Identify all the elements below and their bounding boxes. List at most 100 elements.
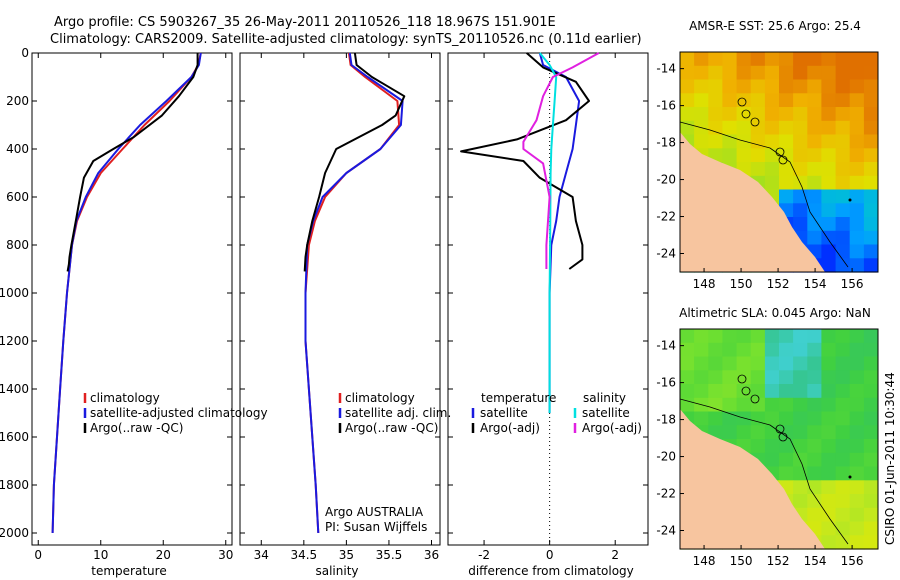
- map-y-tick-label: -16: [656, 99, 676, 113]
- map-cell: [722, 342, 737, 358]
- series-line-satellite-adjusted-climatology: [51, 52, 202, 534]
- map-cell: [863, 52, 879, 67]
- y-tick-label: 400: [6, 142, 29, 156]
- map-cell: [807, 79, 822, 94]
- map-cell: [750, 148, 766, 163]
- map-cell: [779, 411, 794, 426]
- map-cell: [863, 189, 879, 204]
- map-cell: [849, 452, 865, 468]
- map-cell: [835, 329, 851, 344]
- map-cell: [722, 120, 737, 136]
- map-cell: [807, 93, 822, 108]
- difference-plot: -2 0 2: [448, 52, 648, 562]
- map-reef-outline: [737, 374, 747, 384]
- map-cell: [764, 65, 780, 81]
- map-cell: [821, 203, 836, 218]
- map-cell: [708, 65, 723, 81]
- salinity-legend: climatology satellite adj. clim. Argo(..…: [325, 391, 451, 534]
- map-cell: [849, 134, 865, 149]
- map-cell: [835, 411, 851, 426]
- map-cell: [736, 370, 752, 385]
- map-cell: [835, 480, 851, 495]
- map-cell: [750, 439, 766, 454]
- y-tick-label: 1600: [0, 430, 29, 444]
- map-cell: [821, 466, 836, 481]
- map-cell: [849, 480, 865, 495]
- map-cell: [863, 203, 879, 218]
- map-cell: [807, 439, 822, 454]
- salinity-panel-frame: [239, 52, 441, 546]
- map-cell: [793, 203, 808, 218]
- map-cell: [835, 507, 851, 523]
- map-marker: [848, 198, 852, 202]
- map-cell: [793, 384, 808, 399]
- map-cell: [821, 439, 836, 454]
- map-cell: [750, 120, 766, 136]
- map-cell: [708, 79, 723, 94]
- y-tick-label: 1800: [0, 478, 29, 492]
- map-cell: [680, 397, 695, 413]
- map-cell: [835, 217, 851, 232]
- series-line-argo-raw-qc-: [66, 53, 199, 272]
- map-cell: [863, 521, 879, 536]
- map-cell: [680, 93, 695, 108]
- map-cell: [849, 342, 865, 358]
- map-cell: [779, 52, 794, 67]
- map-cell: [764, 175, 780, 191]
- map-cell: [680, 342, 695, 358]
- x-tick-label: 20: [156, 548, 171, 562]
- map-y-tick-label: -22: [656, 487, 676, 501]
- map-cell: [863, 120, 879, 136]
- map-cell: [708, 370, 723, 385]
- map-cell: [764, 342, 780, 358]
- map-cell: [863, 162, 879, 177]
- y-tick-label: 1000: [0, 286, 29, 300]
- map-cell: [863, 466, 879, 481]
- map-cell: [694, 93, 709, 108]
- y-tick-label: 800: [6, 238, 29, 252]
- map-cell: [835, 230, 851, 246]
- map-cell: [807, 384, 822, 399]
- x-tick-label: 35: [339, 548, 354, 562]
- map-cell: [807, 342, 822, 358]
- map-cell: [708, 397, 723, 413]
- map-cell: [835, 52, 851, 67]
- map-cell: [835, 535, 851, 550]
- map-cell: [694, 329, 709, 344]
- map-depth-contour: [679, 121, 849, 268]
- map-cell: [835, 439, 851, 454]
- map-cell: [863, 507, 879, 523]
- y-tick-label: 2000: [0, 526, 29, 540]
- map-cell: [835, 384, 851, 399]
- map-cell: [835, 466, 851, 481]
- map-cell: [793, 79, 808, 94]
- map-cell: [863, 397, 879, 413]
- map-cell: [807, 175, 822, 191]
- series-line-climatology: [304, 52, 401, 534]
- map-cell: [793, 342, 808, 358]
- map-cell: [779, 107, 794, 122]
- map-cell: [835, 342, 851, 358]
- x-tick-label: 0: [34, 548, 42, 562]
- map-sst-title: AMSR-E SST: 25.6 Argo: 25.4: [689, 19, 861, 33]
- map-cell: [849, 217, 865, 232]
- map-cell: [863, 230, 879, 246]
- map-cell: [764, 356, 780, 371]
- map-cell: [821, 370, 836, 385]
- map-cell: [849, 162, 865, 177]
- map-cell: [849, 107, 865, 122]
- map-cell: [779, 120, 794, 136]
- map-cell: [736, 107, 752, 122]
- map-cell: [821, 175, 836, 191]
- map-cell: [779, 370, 794, 385]
- map-x-tick-label: 152: [767, 554, 790, 568]
- map-cell: [793, 356, 808, 371]
- map-cell: [694, 134, 709, 149]
- map-cell: [863, 452, 879, 468]
- map-cell: [849, 244, 865, 259]
- map-x-tick-label: 150: [730, 277, 753, 291]
- map-cell: [722, 52, 737, 67]
- map-cell: [821, 342, 836, 358]
- map-cell: [849, 370, 865, 385]
- map-y-tick-label: -20: [656, 173, 676, 187]
